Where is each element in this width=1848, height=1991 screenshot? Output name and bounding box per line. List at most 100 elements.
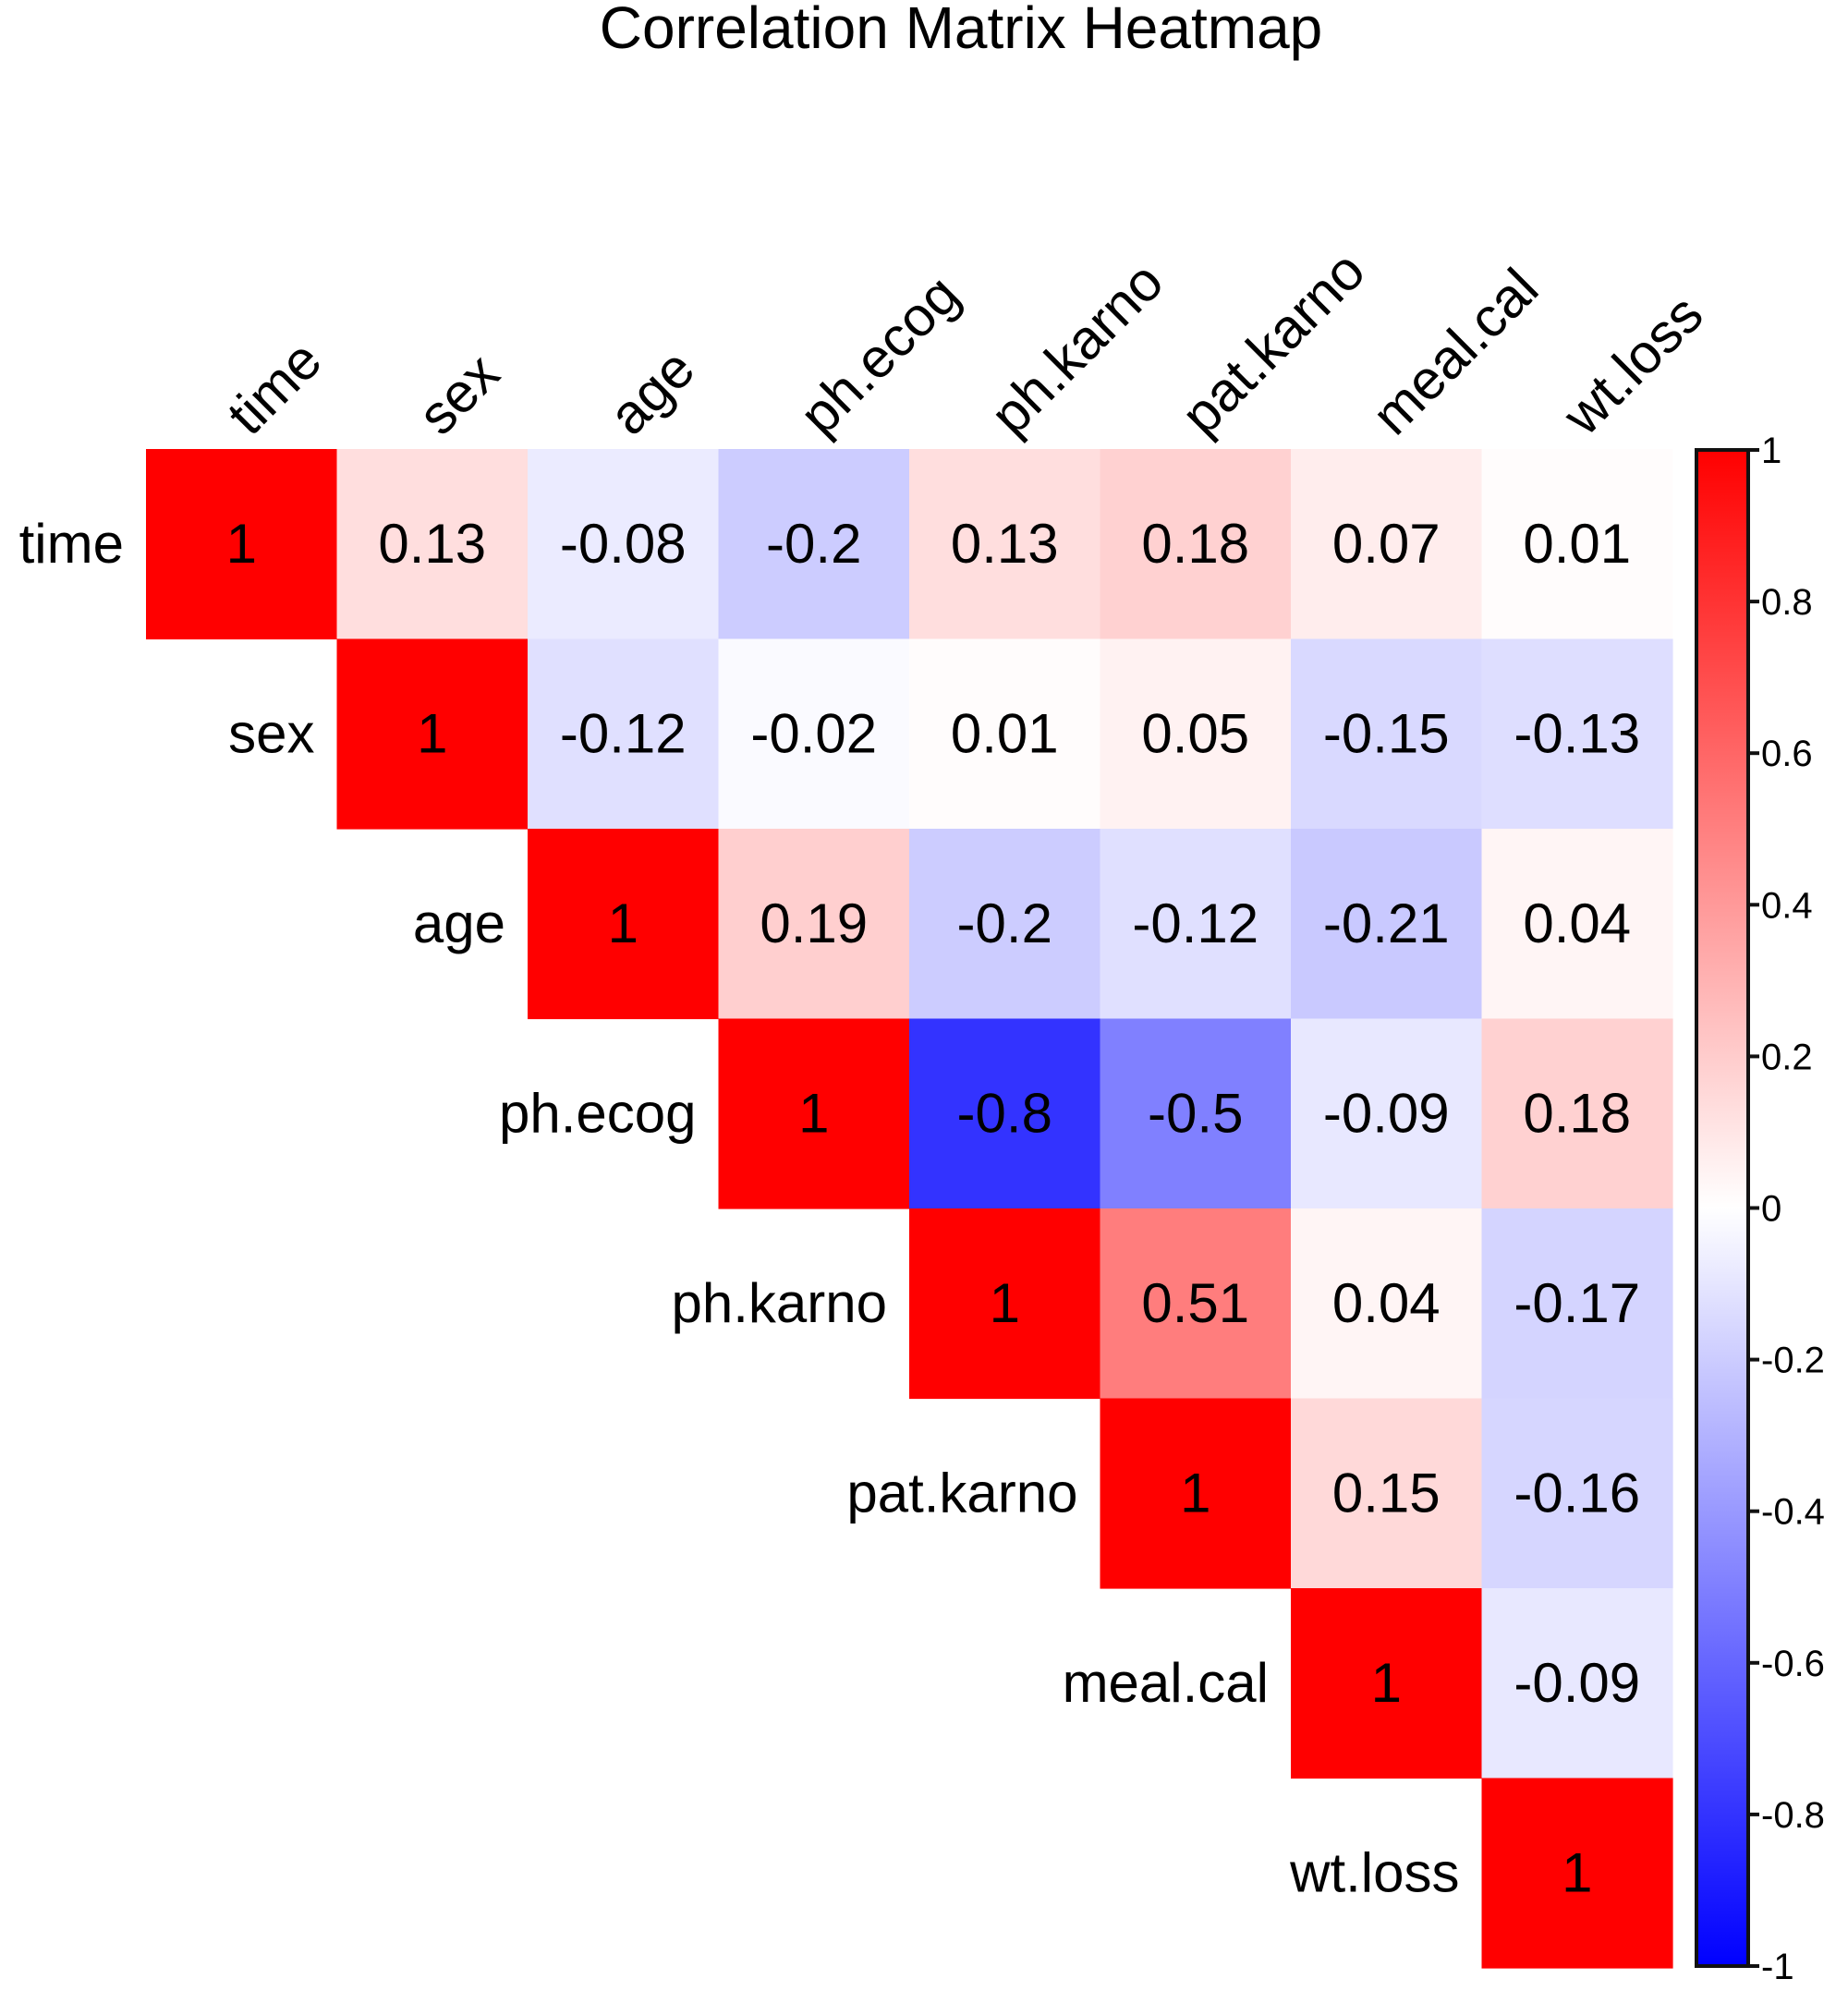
cell-value-label: 1 — [1180, 1462, 1210, 1524]
cell-value-label: -0.02 — [750, 702, 877, 764]
cell-value-label: -0.13 — [1514, 702, 1640, 764]
column-label-ph.karno: ph.karno — [979, 250, 1174, 446]
cell-value-label: -0.21 — [1323, 892, 1450, 954]
heatmap-cell: 0.01 — [1481, 449, 1673, 640]
cell-sex-sex — [336, 638, 529, 830]
heatmap-cell: 0.51 — [1100, 1208, 1292, 1400]
cell-time-pat.karno — [1100, 449, 1292, 640]
cell-meal.cal-wt.loss — [1481, 1588, 1673, 1779]
cell-age-age — [528, 829, 720, 1020]
cell-value-label: 0.15 — [1332, 1462, 1441, 1524]
heatmap-cell: -0.17 — [1481, 1208, 1673, 1400]
heatmap-cells: 1 0.13 -0.08 -0.2 0.13 0.18 0.07 0.01 1 -0.12 -0.0… — [146, 449, 1673, 1969]
heatmap-cell: -0.12 — [528, 638, 720, 830]
cell-age-ph.ecog — [718, 829, 910, 1020]
cell-ph.ecog-ph.ecog — [718, 1018, 910, 1209]
row-label-age: age — [413, 892, 505, 954]
column-label-pat.karno: pat.karno — [1170, 239, 1377, 446]
colorbar-tick-label: 0.6 — [1761, 734, 1813, 774]
cell-value-label: 1 — [226, 513, 257, 575]
cell-ph.ecog-wt.loss — [1481, 1018, 1673, 1209]
heatmap-cell: 0.04 — [1481, 829, 1673, 1020]
cell-time-meal.cal — [1291, 449, 1483, 640]
heatmap-cell: 0.01 — [909, 638, 1101, 830]
cell-value-label: -0.12 — [560, 702, 687, 764]
cell-time-ph.karno — [909, 449, 1101, 640]
colorbar-tick-label: -1 — [1761, 1947, 1794, 1987]
heatmap-cell: -0.2 — [909, 829, 1101, 1020]
cell-value-label: 1 — [1371, 1652, 1402, 1714]
heatmap-cell: 0.18 — [1481, 1018, 1673, 1209]
cell-value-label: -0.12 — [1132, 892, 1258, 954]
column-label-meal.cal: meal.cal — [1360, 257, 1550, 446]
heatmap-cell: -0.21 — [1291, 829, 1483, 1020]
heatmap-cell: -0.5 — [1100, 1018, 1292, 1209]
cell-ph.ecog-ph.karno — [909, 1018, 1101, 1209]
cell-ph.karno-meal.cal — [1291, 1208, 1483, 1400]
cell-value-label: -0.08 — [560, 513, 687, 575]
heatmap-cell: -0.13 — [1481, 638, 1673, 830]
row-label-meal.cal: meal.cal — [1063, 1652, 1269, 1714]
colorbar-tick-label: -0.4 — [1761, 1492, 1825, 1533]
heatmap-cell: 0.04 — [1291, 1208, 1483, 1400]
cell-value-label: -0.09 — [1323, 1082, 1450, 1144]
heatmap-cell: -0.09 — [1291, 1018, 1483, 1209]
cell-value-label: 1 — [1562, 1841, 1592, 1903]
colorbar-tick-label: -0.6 — [1761, 1644, 1825, 1684]
cell-sex-meal.cal — [1291, 638, 1483, 830]
heatmap-cell: -0.15 — [1291, 638, 1483, 830]
heatmap-cell: 0.18 — [1100, 449, 1292, 640]
heatmap-cell: -0.08 — [528, 449, 720, 640]
heatmap-cell: -0.16 — [1481, 1398, 1673, 1589]
cell-age-meal.cal — [1291, 829, 1483, 1020]
colorbar: 1 0.8 0.6 0.4 0.2 0 -0.2 -0.4 -0.6 -0.8 -1 — [1695, 431, 1825, 1987]
cell-pat.karno-pat.karno — [1100, 1398, 1292, 1589]
cell-sex-ph.ecog — [718, 638, 910, 830]
row-label-ph.karno: ph.karno — [672, 1272, 888, 1334]
cell-pat.karno-wt.loss — [1481, 1398, 1673, 1589]
heatmap-cell: -0.2 — [718, 449, 910, 640]
cell-value-label: 1 — [990, 1272, 1020, 1334]
colorbar-gradient — [1695, 448, 1750, 1968]
cell-value-label: -0.15 — [1323, 702, 1450, 764]
cell-value-label: 0.04 — [1523, 892, 1631, 954]
cell-value-label: 0.05 — [1141, 702, 1249, 764]
colorbar-tick-label: 0.4 — [1761, 885, 1813, 926]
cell-time-ph.ecog — [718, 449, 910, 640]
cell-ph.ecog-meal.cal — [1291, 1018, 1483, 1209]
cell-ph.ecog-pat.karno — [1100, 1018, 1292, 1209]
chart-title: Correlation Matrix Heatmap — [600, 0, 1323, 61]
cell-sex-age — [528, 638, 720, 830]
heatmap-cell: 0.07 — [1291, 449, 1483, 640]
cell-value-label: 0.13 — [378, 513, 486, 575]
colorbar-tick-label: -0.8 — [1761, 1795, 1825, 1836]
cell-time-sex — [336, 449, 529, 640]
cell-value-label: 0.51 — [1141, 1272, 1249, 1334]
heatmap-cell: 1 — [146, 449, 338, 640]
row-label-pat.karno: pat.karno — [846, 1462, 1077, 1524]
cell-value-label: -0.5 — [1148, 1082, 1243, 1144]
cell-time-wt.loss — [1481, 449, 1673, 640]
row-label-wt.loss: wt.loss — [1289, 1841, 1459, 1903]
heatmap-cell: -0.02 — [718, 638, 910, 830]
heatmap-cell: 0.13 — [336, 449, 529, 640]
cell-value-label: 0.04 — [1332, 1272, 1441, 1334]
heatmap-cell: 1 — [1291, 1588, 1483, 1779]
heatmap-cell: 0.13 — [909, 449, 1101, 640]
heatmap-cell: 1 — [336, 638, 529, 830]
cell-value-label: 0.18 — [1141, 513, 1249, 575]
cell-value-label: -0.09 — [1514, 1652, 1640, 1714]
cell-value-label: 1 — [608, 892, 638, 954]
colorbar-tick-label: 0.2 — [1761, 1037, 1813, 1077]
heatmap-cell: 0.15 — [1291, 1398, 1483, 1589]
cell-value-label: 0.19 — [760, 892, 868, 954]
column-label-time: time — [215, 329, 334, 447]
cell-age-wt.loss — [1481, 829, 1673, 1020]
cell-time-age — [528, 449, 720, 640]
column-label-sex: sex — [407, 342, 511, 446]
cell-wt.loss-wt.loss — [1481, 1778, 1673, 1969]
heatmap-cell: 1 — [1100, 1398, 1292, 1589]
heatmap-cell: 0.19 — [718, 829, 910, 1020]
cell-value-label: -0.17 — [1514, 1272, 1640, 1334]
